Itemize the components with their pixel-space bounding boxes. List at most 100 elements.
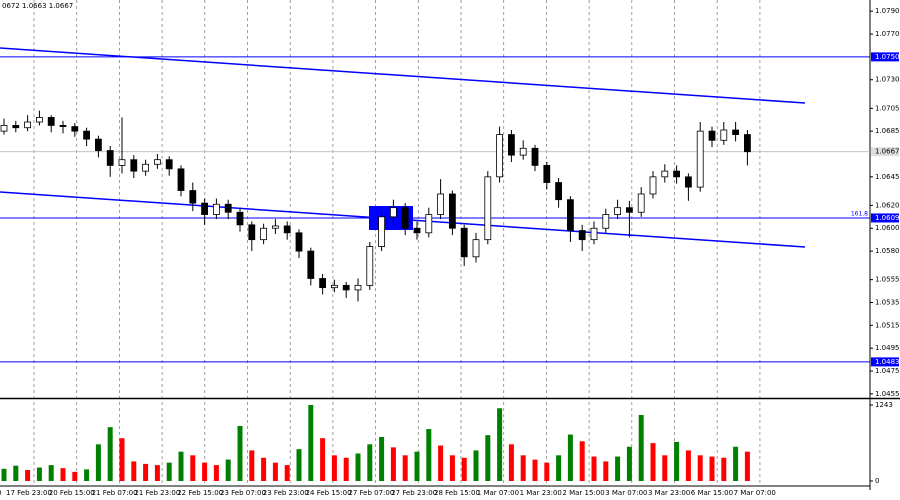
y-tick-label: 1.0535 (875, 298, 900, 306)
volume-bar (284, 465, 290, 481)
volume-bar (72, 471, 78, 481)
x-tick-label: 21 Feb 07:00 (92, 489, 138, 497)
candle-body (637, 193, 645, 213)
volume-bar (131, 461, 137, 481)
candle-body (578, 230, 586, 241)
candle-body (307, 250, 315, 279)
volume-bar (84, 469, 90, 481)
candle-body (366, 246, 374, 286)
level-label: 1.0609 (875, 214, 900, 222)
candle-body (95, 138, 102, 151)
volume-bar (331, 455, 337, 481)
volume-bar (1, 468, 7, 481)
candle-body (24, 121, 32, 129)
volume-bar (650, 443, 656, 481)
volume-bar (579, 441, 585, 481)
volume-bar (497, 408, 503, 481)
candle-body (519, 147, 527, 156)
candle-body (106, 150, 114, 166)
candle-body (685, 176, 692, 188)
candle-body (590, 227, 598, 241)
vertical-grid (33, 0, 761, 486)
candle-body (354, 284, 362, 291)
x-tick-label: 3 Mar 07:00 (605, 489, 647, 497)
candle-body (71, 126, 79, 132)
y-tick-label: 1.0645 (875, 173, 900, 181)
volume-bar (485, 435, 491, 481)
candle-body (248, 224, 256, 241)
candle-body (614, 207, 621, 215)
y-tick-label: 1.0600 (875, 224, 900, 232)
candle-body (602, 214, 610, 229)
volume-bar (674, 441, 680, 481)
volume-bar (591, 456, 597, 481)
volume-bar (272, 462, 278, 481)
candle-body (142, 163, 150, 172)
candle-body (177, 168, 185, 191)
level-label: 1.0750 (875, 53, 900, 61)
volume-bar (296, 449, 302, 481)
candle-body (212, 203, 220, 215)
volume-bar (744, 451, 750, 481)
y-tick-label: 1.0495 (875, 344, 900, 352)
volume-bar (532, 459, 538, 481)
volume-bar (508, 444, 514, 481)
volume-bar (638, 414, 644, 481)
volume-bar (721, 457, 727, 481)
fib-label: 161.8 (851, 210, 868, 217)
y-tick-label: 1.0475 (875, 367, 900, 375)
candle-body (189, 190, 197, 204)
ohlc-header: 0672 1.0663 1.0667 (2, 2, 73, 10)
candle-body (744, 134, 751, 153)
volume-bar (320, 438, 326, 481)
x-tick-label: 21 Feb 23:00 (134, 489, 180, 497)
candle-body (567, 199, 574, 231)
candle-body (649, 176, 657, 195)
candle-body (224, 203, 232, 213)
candle-body (708, 130, 716, 141)
level-label-box (871, 357, 899, 367)
y-tick-label: 1.0730 (875, 76, 900, 84)
current-price-box (871, 147, 899, 157)
y-tick-label: 1.0515 (875, 321, 900, 329)
candle-body (496, 134, 504, 178)
volume-bar (709, 456, 715, 481)
x-tick-label: 2 Mar 15:00 (562, 489, 604, 497)
candle-body (673, 170, 680, 178)
candle-body (295, 232, 303, 252)
x-tick-label: 1 Mar 07:00 (477, 489, 519, 497)
volume-bar (178, 451, 184, 481)
candle-body (507, 134, 515, 156)
candle-body (555, 182, 562, 201)
volume-bar (426, 429, 432, 481)
volume-bar (697, 455, 703, 481)
candle-body (260, 227, 268, 241)
candle-body (484, 176, 492, 241)
x-tick-label: 0 (0, 489, 1, 497)
candle-body (236, 211, 244, 226)
y-tick-label: 1.0580 (875, 247, 900, 255)
x-tick-label: 3 Mar 23:00 (648, 489, 690, 497)
volume-bar (25, 469, 31, 481)
volume-bar (261, 457, 267, 481)
volume-bar (213, 465, 219, 481)
candle-body (12, 125, 20, 129)
candle-body (165, 159, 173, 170)
candle-body (472, 239, 480, 258)
candle-body (201, 202, 209, 215)
volume-bar (95, 444, 101, 481)
candle-body (425, 214, 433, 234)
candle-body (271, 225, 279, 229)
volume-bar (225, 459, 231, 481)
volume-bar (449, 455, 455, 481)
volume-bar (143, 463, 149, 481)
volume-bar (603, 461, 609, 481)
x-tick-label: 23 Feb 23:00 (263, 489, 309, 497)
candle-body (319, 278, 327, 289)
volume-bar (367, 444, 373, 481)
x-tick-label: 17 Feb 23:00 (6, 489, 52, 497)
level-label-box (871, 52, 899, 62)
volume-tick-label: 0 (875, 477, 879, 485)
candle-body (342, 284, 350, 291)
candle-body (378, 216, 386, 247)
